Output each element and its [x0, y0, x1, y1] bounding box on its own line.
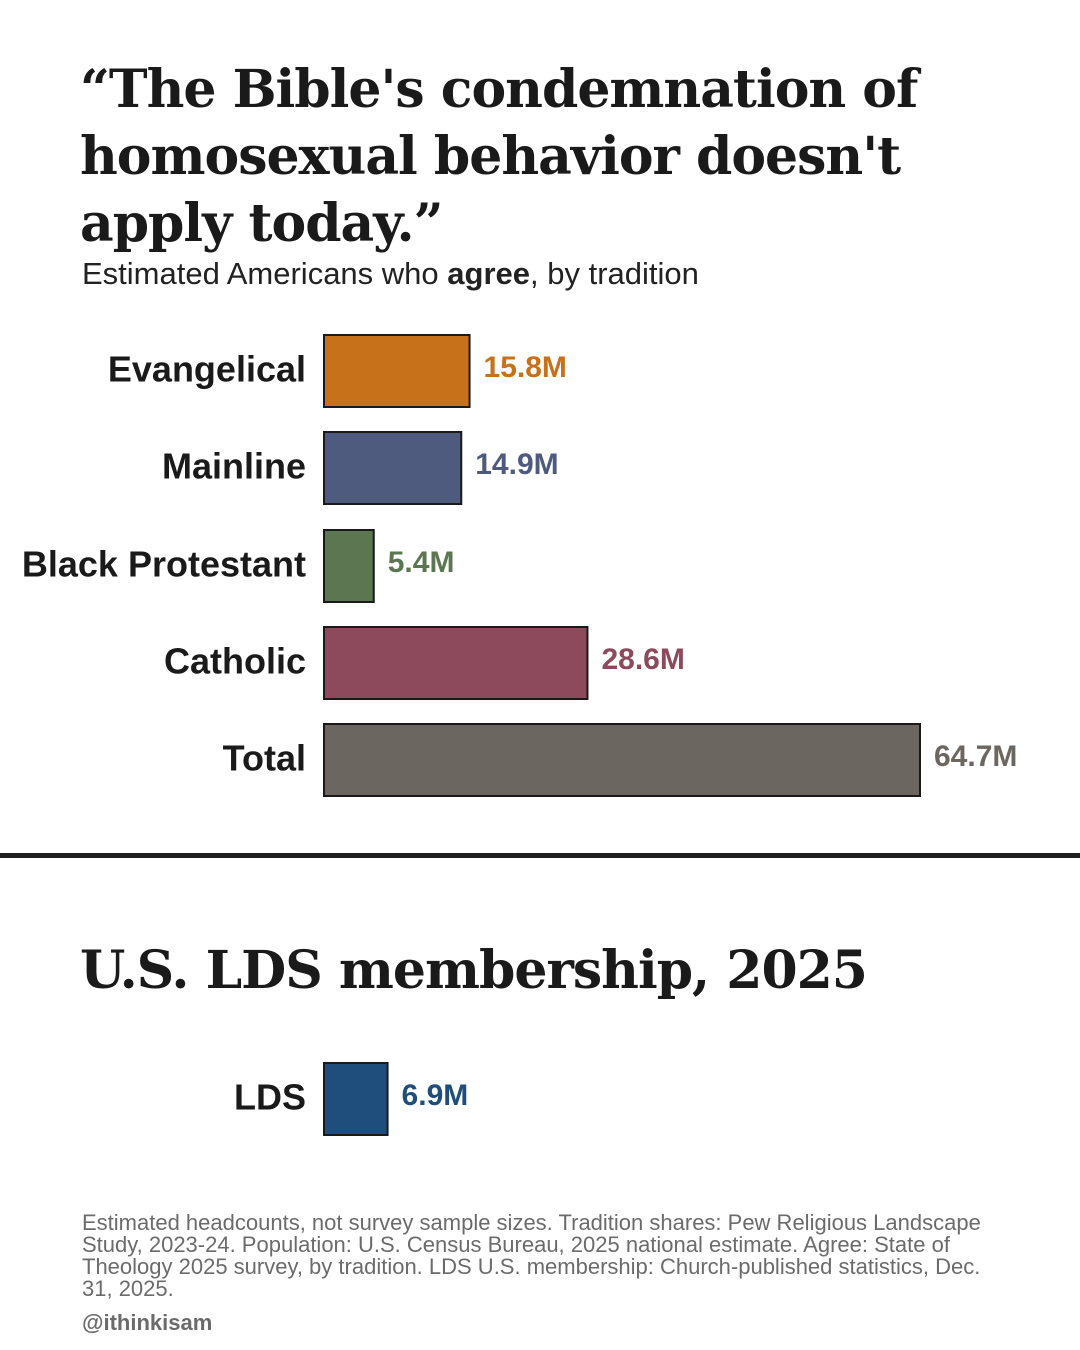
value-label-black-protestant: 5.4M	[388, 546, 455, 579]
bar-total	[323, 723, 921, 797]
source-footnote: Estimated headcounts, not survey sample …	[82, 1210, 981, 1301]
category-label-mainline: Mainline	[162, 446, 306, 487]
subtitle-text-start: Estimated Americans who	[82, 256, 448, 291]
subtitle-text-end: , by tradition	[530, 256, 699, 291]
bar-lds	[323, 1062, 389, 1136]
tradition-bar-chart: Evangelical 15.8M Mainline 14.9M Black Prote…	[22, 334, 1017, 797]
section-divider	[0, 853, 1080, 858]
value-label-evangelical: 15.8M	[484, 351, 567, 384]
subtitle-emphasis: agree	[447, 256, 530, 291]
value-label-catholic: 28.6M	[601, 643, 684, 676]
chart-subtitle: Estimated Americans who agree, by tradit…	[82, 256, 982, 292]
bar-catholic	[323, 626, 589, 700]
bar-mainline	[323, 431, 463, 505]
category-label-catholic: Catholic	[164, 641, 306, 682]
bar-black-protestant	[323, 529, 375, 603]
category-label-evangelical: Evangelical	[108, 349, 306, 390]
lds-section-title: U.S. LDS membership, 2025	[80, 940, 868, 1001]
chart-title: “The Bible's condemnation of homosexual …	[80, 59, 918, 254]
value-label-mainline: 14.9M	[475, 448, 558, 481]
category-label-lds: LDS	[234, 1077, 306, 1118]
category-label-black-protestant: Black Protestant	[22, 544, 306, 585]
bar-evangelical	[323, 334, 471, 408]
value-label-total: 64.7M	[934, 740, 1017, 773]
value-label-lds: 6.9M	[402, 1079, 469, 1112]
lds-bar-chart: LDS 6.9M	[234, 1062, 469, 1136]
author-credit: @ithinkisam	[82, 1310, 213, 1335]
category-label-total: Total	[223, 738, 306, 779]
